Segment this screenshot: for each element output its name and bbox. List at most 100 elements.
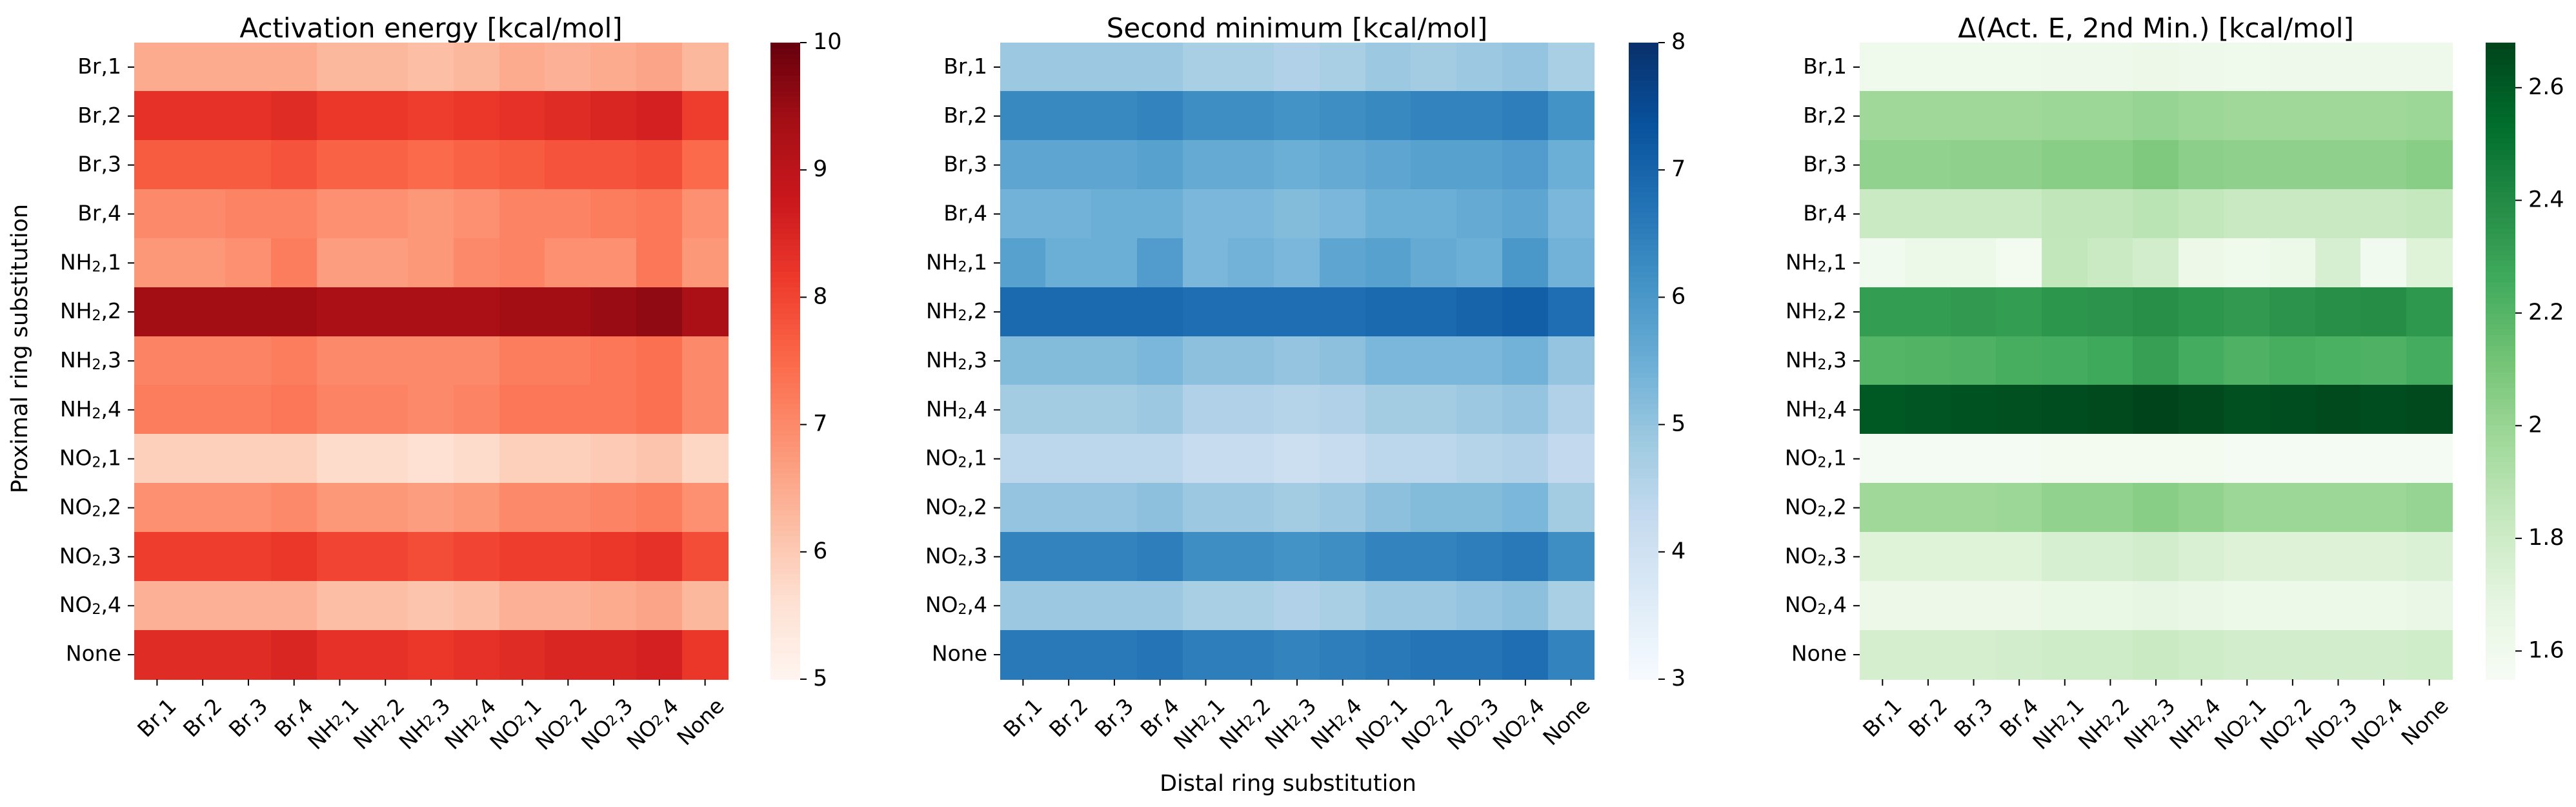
colorbar-segment: [770, 668, 800, 675]
heatmap-cell: [1183, 532, 1229, 582]
colorbar-segment: [770, 673, 800, 680]
colorbar-segment: [1629, 637, 1658, 643]
colorbar-segment: [770, 456, 800, 462]
heatmap-cell: [1137, 91, 1183, 141]
tick-label-index: ,1: [101, 249, 122, 274]
heatmap-cell: [2360, 189, 2407, 239]
colorbar-segment: [770, 164, 800, 170]
tick-label-index: ,4: [101, 200, 122, 225]
colorbar-segment: [2486, 578, 2515, 584]
heatmap-cell: [2315, 140, 2361, 190]
heatmap-cell: [1548, 43, 1595, 92]
heatmap-cell: [1137, 532, 1183, 582]
heatmap-cell: [1091, 532, 1138, 582]
tick-label-base: NO: [59, 494, 92, 519]
tick-label-index: ,3: [101, 543, 122, 568]
colorbar-segment: [770, 658, 800, 664]
heatmap-cell: [1860, 532, 1906, 582]
panel-title: Activation energy [kcal/mol]: [239, 12, 622, 44]
heatmap-cell: [1000, 434, 1046, 484]
colorbar-segment: [1629, 376, 1658, 383]
heatmap-cell: [1905, 483, 1951, 533]
heatmap-cell: [2133, 287, 2179, 337]
heatmap-cell: [225, 385, 272, 434]
tick-label-index: ,3: [101, 347, 122, 373]
colorbar-segment: [2486, 467, 2515, 473]
colorbar-tick-label: 1.8: [2528, 525, 2564, 551]
heatmap-cell: [1183, 43, 1229, 92]
tick-label-base: NH: [926, 347, 958, 373]
heatmap-cell: [179, 287, 226, 337]
heatmap-cell: [2179, 287, 2224, 337]
heatmap-cell: [499, 287, 545, 337]
y-tick-label: Br,2: [1803, 102, 1847, 127]
y-tick-label: Br,4: [77, 200, 121, 225]
heatmap-cell: [408, 189, 454, 239]
y-tick-label: NO2,2: [925, 494, 987, 520]
colorbar-segment: [2486, 398, 2515, 404]
heatmap-cell: [1860, 238, 1906, 288]
heatmap-cell: [1137, 385, 1183, 434]
heatmap-cell: [2133, 483, 2179, 533]
colorbar-segment: [1629, 371, 1658, 378]
heatmap-cell: [636, 532, 683, 582]
colorbar-segment: [770, 589, 800, 595]
heatmap-cell: [271, 287, 317, 337]
heatmap-cell: [408, 630, 454, 680]
heatmap-cell: [225, 140, 272, 190]
y-tick-label: Br,1: [77, 53, 121, 78]
heatmap-cell: [1091, 336, 1138, 385]
x-tick-label: Br,2: [178, 693, 226, 742]
colorbar-tick-label: 3: [1671, 666, 1685, 691]
colorbar-segment: [2486, 249, 2515, 256]
heatmap-cell: [1502, 336, 1549, 385]
heatmap-cells: [1860, 43, 2453, 680]
heatmap-cell: [2042, 434, 2088, 484]
heatmap-cell: [2088, 287, 2133, 337]
colorbar-segment: [1629, 111, 1658, 117]
heatmap-cell: [545, 189, 591, 239]
y-tick-label: NO2,4: [925, 592, 987, 618]
heatmap-cell: [2133, 43, 2179, 92]
heatmap-cell: [1905, 238, 1951, 288]
colorbar-segment: [1629, 313, 1658, 320]
colorbar-segment: [770, 96, 800, 102]
heatmap-cell: [362, 581, 408, 631]
heatmap-cell: [682, 238, 729, 288]
heatmap-cell: [2360, 581, 2407, 631]
tick-label-subscript: 2: [958, 357, 967, 373]
heatmap-cell: [2315, 287, 2361, 337]
heatmap-cell: [1502, 43, 1549, 92]
colorbar-segment: [770, 63, 800, 70]
heatmap-cell: [1137, 336, 1183, 385]
colorbar-segment: [770, 307, 800, 314]
colorbar-segment: [770, 244, 800, 250]
heatmap-cell: [1860, 91, 1906, 141]
tick-label-subscript: 2: [1818, 455, 1827, 471]
heatmap-cell: [2315, 434, 2361, 484]
heatmap-cell: [1996, 581, 2042, 631]
tick-label-subscript: 2: [1818, 553, 1827, 569]
colorbar-segment: [770, 536, 800, 542]
heatmap-cell: [2269, 336, 2316, 385]
heatmap-cell: [317, 434, 363, 484]
y-tick-label: NO2,1: [59, 445, 121, 471]
colorbar-segment: [1629, 398, 1658, 404]
colorbar-segment: [2486, 43, 2515, 49]
colorbar-segment: [2486, 567, 2515, 574]
heatmap-cell: [2133, 385, 2179, 434]
heatmap-cell: [1091, 91, 1138, 141]
heatmap-cell: [1045, 140, 1092, 190]
colorbar-segment: [770, 530, 800, 536]
heatmap-cell: [362, 189, 408, 239]
heatmap-cell: [362, 336, 408, 385]
heatmap-cell: [1320, 238, 1366, 288]
heatmap-cell: [499, 630, 545, 680]
heatmap-cell: [2315, 385, 2361, 434]
colorbar-segment: [770, 498, 800, 505]
heatmap-cell: [271, 532, 317, 582]
heatmap-cell: [1996, 336, 2042, 385]
heatmap-cell: [1137, 581, 1183, 631]
heatmap-cell: [1000, 336, 1046, 385]
colorbar-segment: [770, 472, 800, 478]
